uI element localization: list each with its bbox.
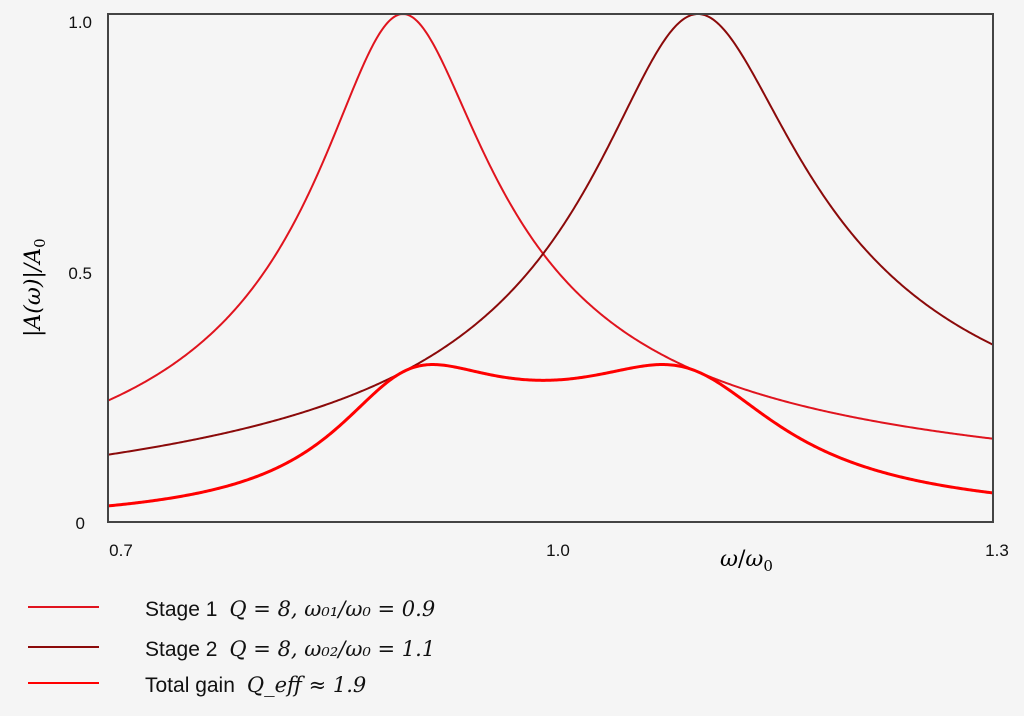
series-line-total-gain — [107, 363, 994, 508]
legend-swatch-stage-2 — [28, 646, 99, 648]
chart-svg: 1.0 0.5 0 0.7 1.0 1.3 ω/ω0 |A(ω)|/A0 — [21, 12, 1009, 575]
legend-swatch-stage-1 — [28, 606, 99, 608]
y-tick-0-5: 0.5 — [68, 264, 92, 283]
legend-item-stage-1: Stage 1 Q = 8, ω₀₁/ω₀ = 0.9 — [0, 594, 700, 624]
x-tick-1-3: 1.3 — [985, 541, 1009, 560]
x-tick-1-0: 1.0 — [546, 541, 570, 560]
legend-label: Stage 2 — [145, 638, 218, 661]
legend-item-total-gain: Total gain Q_eff ≈ 1.9 — [0, 670, 700, 700]
plot-frame — [107, 13, 994, 523]
plot-curves — [107, 12, 994, 508]
legend-label: Stage 1 — [145, 598, 218, 621]
x-axis-label: ω/ω0 — [720, 547, 773, 575]
legend-label: Total gain — [145, 674, 235, 697]
legend-equation: Q_eff ≈ 1.9 — [246, 673, 367, 697]
series-line-stage-2 — [107, 12, 994, 456]
series-line-stage-1 — [107, 12, 994, 440]
legend-item-stage-2: Stage 2 Q = 8, ω₀₂/ω₀ = 1.1 — [0, 634, 700, 664]
legend-equation: Q = 8, ω₀₁/ω₀ = 0.9 — [229, 597, 436, 621]
y-tick-0: 0 — [76, 514, 85, 533]
x-tick-0-7: 0.7 — [109, 541, 133, 560]
legend-swatch-total-gain — [28, 682, 99, 684]
legend-equation: Q = 8, ω₀₂/ω₀ = 1.1 — [229, 637, 436, 661]
y-axis-label: |A(ω)|/A0 — [21, 238, 49, 337]
y-tick-1-0: 1.0 — [68, 13, 92, 32]
